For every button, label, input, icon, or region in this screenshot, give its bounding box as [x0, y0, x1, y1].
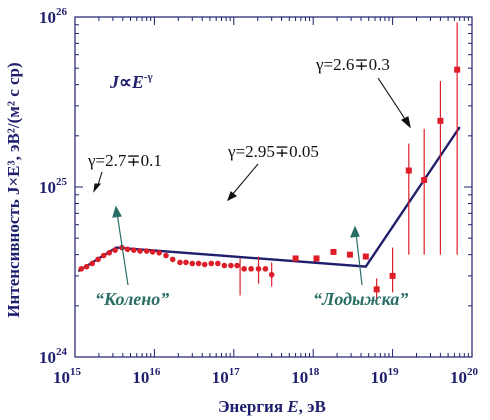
- data-point-square: [373, 286, 380, 293]
- data-point-circle: [262, 266, 269, 272]
- data-point-square: [421, 176, 428, 183]
- data-point-circle: [112, 247, 118, 253]
- y-axis-title: Интенсивность J×E³, эВ²/(м² с ср): [4, 62, 23, 317]
- data-points: [78, 66, 461, 293]
- data-point-circle: [215, 260, 221, 267]
- data-point-circle: [83, 263, 90, 270]
- data-point-circle: [268, 271, 275, 278]
- data-point-square: [292, 255, 299, 262]
- annotation-arrows: [93, 77, 411, 202]
- data-point-square: [362, 253, 369, 260]
- data-point-circle: [189, 260, 196, 267]
- data-point-square: [330, 248, 337, 255]
- data-point-circle: [137, 248, 143, 254]
- arrow-gamma-mid: [231, 163, 259, 196]
- data-point-square: [313, 255, 320, 262]
- gamma-mid-label: γ=2.95∓0.05: [227, 142, 319, 161]
- data-point-circle: [78, 266, 85, 272]
- x-tick-labels: 1015 1016 1017 1018 1019 1020: [53, 366, 479, 387]
- data-point-circle: [221, 262, 228, 269]
- data-point-circle: [208, 260, 215, 267]
- data-point-circle: [130, 247, 137, 253]
- arrow-gamma-right: [377, 77, 408, 123]
- arrow-gamma-right-head: [401, 116, 411, 129]
- arrow-ankle: [355, 232, 363, 286]
- data-point-circle: [169, 256, 176, 263]
- x-tick-label: 1017: [212, 366, 241, 387]
- data-point-square: [437, 117, 444, 124]
- arrow-knee-head: [112, 205, 122, 218]
- data-point-circle: [89, 260, 96, 267]
- axis-ticks: [74, 17, 472, 358]
- x-tick-label: 1020: [450, 366, 479, 387]
- arrow-ankle-head: [350, 225, 360, 238]
- data-point-circle: [95, 256, 101, 263]
- gamma-left-label: γ=2.7∓0.1: [87, 151, 162, 170]
- data-point-square: [454, 66, 461, 73]
- y-tick-label: 1024: [39, 346, 68, 367]
- data-point-circle: [228, 262, 234, 269]
- arrow-knee: [116, 212, 129, 286]
- data-point-circle: [163, 252, 169, 259]
- teal-arrows: [112, 205, 363, 286]
- data-point-circle: [248, 266, 254, 272]
- ankle-label: “Лодыжка”: [313, 289, 408, 309]
- y-tick-labels: 1024 1025 1026: [39, 6, 68, 367]
- data-point-circle: [241, 266, 247, 272]
- arrow-gamma-mid-head: [226, 191, 238, 202]
- data-point-square: [405, 167, 412, 174]
- x-tick-label: 1018: [291, 366, 320, 387]
- x-axis-title: Энергия E, эВ: [218, 397, 326, 416]
- x-tick-label: 1015: [53, 366, 82, 387]
- y-tick-label: 1026: [39, 6, 68, 27]
- data-point-circle: [177, 259, 183, 266]
- gamma-right-label: γ=2.6∓0.3: [315, 55, 390, 74]
- data-point-circle: [100, 252, 107, 259]
- data-point-circle: [124, 246, 131, 253]
- y-tick-label: 1025: [39, 176, 68, 197]
- data-point-circle: [183, 259, 189, 266]
- data-point-circle: [156, 250, 163, 256]
- knee-label: “Колено”: [95, 289, 169, 309]
- x-tick-label: 1016: [132, 366, 161, 387]
- data-point-square: [389, 272, 396, 279]
- x-tick-label: 1019: [371, 366, 400, 387]
- data-point-square: [346, 251, 353, 258]
- data-point-circle: [201, 261, 208, 268]
- data-point-circle: [195, 260, 202, 267]
- formula-label: J∝E-γ: [109, 71, 153, 92]
- error-bars: [239, 22, 458, 303]
- data-point-circle: [255, 266, 262, 272]
- data-point-circle: [234, 262, 240, 269]
- data-point-circle: [143, 248, 150, 254]
- arrow-gamma-left-head: [93, 183, 102, 193]
- data-point-circle: [149, 249, 156, 255]
- data-point-circle: [106, 250, 113, 256]
